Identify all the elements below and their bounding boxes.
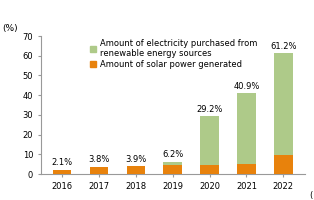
Bar xyxy=(274,155,293,174)
Bar xyxy=(200,165,219,174)
Bar xyxy=(164,165,182,174)
Text: 3.8%: 3.8% xyxy=(88,155,110,164)
Text: ( FY ): ( FY ) xyxy=(310,191,314,200)
Bar xyxy=(237,93,256,164)
Bar xyxy=(237,164,256,174)
Bar xyxy=(127,166,145,174)
Legend: Amount of electricity purchased from
renewable energy sources, Amount of solar p: Amount of electricity purchased from ren… xyxy=(90,39,257,69)
Text: 2.1%: 2.1% xyxy=(51,158,73,167)
Bar xyxy=(53,170,71,174)
Text: 29.2%: 29.2% xyxy=(196,105,223,114)
Text: 6.2%: 6.2% xyxy=(162,150,183,159)
Text: 40.9%: 40.9% xyxy=(233,82,260,91)
Bar xyxy=(164,162,182,165)
Bar xyxy=(274,53,293,155)
Text: 3.9%: 3.9% xyxy=(125,155,146,164)
Bar xyxy=(200,116,219,165)
Text: (%): (%) xyxy=(2,24,18,33)
Text: 61.2%: 61.2% xyxy=(270,42,297,51)
Bar xyxy=(90,167,108,174)
